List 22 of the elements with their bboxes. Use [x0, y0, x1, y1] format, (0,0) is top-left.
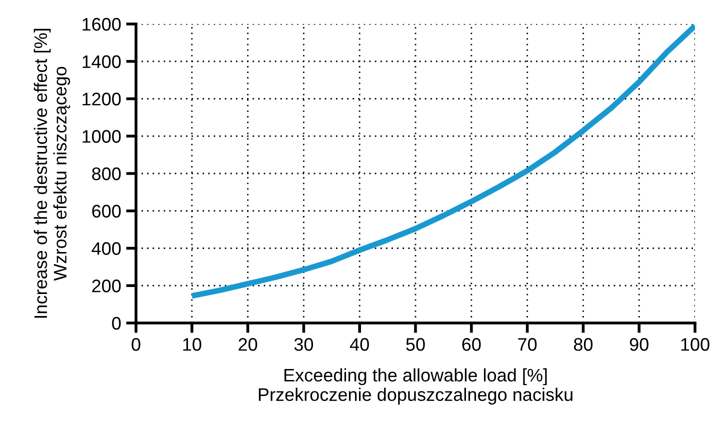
y-tick-label: 1400: [82, 55, 121, 68]
x-tick-label: 20: [238, 338, 258, 351]
y-tick-label: 1000: [82, 130, 121, 143]
x-axis-title: Exceeding the allowable load [%] Przekroczenie dopuszczalnego nacisku: [258, 368, 572, 405]
x-tick-label: 80: [574, 338, 593, 351]
x-tick-label: 30: [294, 338, 314, 351]
y-tick-label: 600: [92, 204, 121, 218]
x-tick-label: 100: [681, 338, 710, 351]
x-tick-label: 90: [630, 338, 648, 351]
y-tick-label: 800: [92, 167, 121, 180]
x-tick-label: 40: [350, 338, 369, 351]
x-tick-label: 70: [518, 338, 537, 351]
x-tick-label: 10: [183, 338, 202, 351]
y-tick-label: 400: [92, 242, 121, 255]
y-tick-label: 1200: [82, 92, 121, 106]
x-tick-label: 60: [462, 338, 481, 351]
x-tick-label: 50: [406, 338, 425, 351]
y-tick-label: 0: [112, 316, 121, 330]
y-tick-label: 1600: [82, 18, 121, 31]
y-axis-title: Increase of the destructive effect [%] Wzrost efektu niszczącego: [34, 28, 70, 318]
x-tick-label: 0: [132, 338, 140, 351]
y-tick-label: 200: [92, 280, 121, 292]
